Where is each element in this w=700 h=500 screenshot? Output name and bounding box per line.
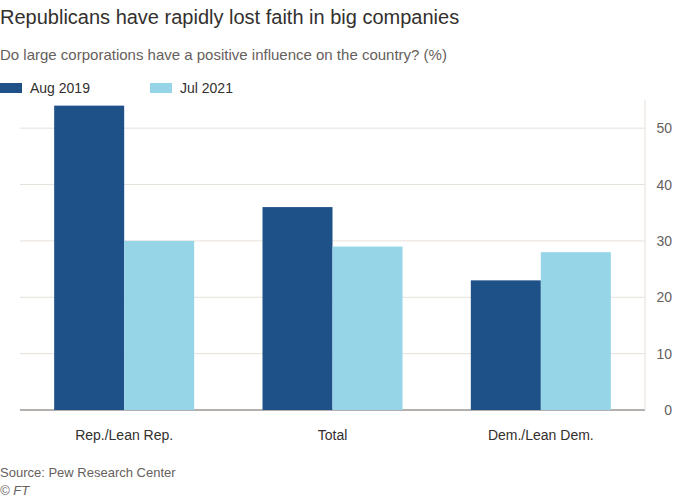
- legend-label: Jul 2021: [180, 80, 233, 96]
- background: [0, 0, 700, 500]
- y-tick-label: 20: [656, 289, 672, 305]
- y-tick-label: 30: [656, 233, 672, 249]
- credit: © FT: [0, 483, 30, 498]
- y-tick-label: 50: [656, 120, 672, 136]
- x-tick-label: Dem./Lean Dem.: [488, 427, 594, 443]
- bar: [54, 106, 124, 410]
- legend-swatch: [0, 83, 22, 93]
- bars-group: [54, 106, 611, 410]
- x-tick-label: Total: [318, 427, 348, 443]
- chart-svg: Republicans have rapidly lost faith in b…: [0, 0, 700, 500]
- y-tick-label: 10: [656, 346, 672, 362]
- legend-swatch: [150, 83, 172, 93]
- chart-container: Republicans have rapidly lost faith in b…: [0, 0, 700, 500]
- y-axis-line: [645, 100, 646, 410]
- y-tick-label: 40: [656, 177, 672, 193]
- x-tick-label: Rep./Lean Rep.: [75, 427, 173, 443]
- bar: [541, 252, 611, 410]
- title: Republicans have rapidly lost faith in b…: [0, 6, 459, 28]
- subtitle: Do large corporations have a positive in…: [0, 46, 447, 63]
- bar: [471, 280, 541, 410]
- bar: [263, 207, 333, 410]
- bar: [333, 247, 403, 410]
- bar: [124, 241, 194, 410]
- source: Source: Pew Research Center: [0, 465, 176, 480]
- y-tick-label: 0: [664, 402, 672, 418]
- legend-label: Aug 2019: [30, 80, 90, 96]
